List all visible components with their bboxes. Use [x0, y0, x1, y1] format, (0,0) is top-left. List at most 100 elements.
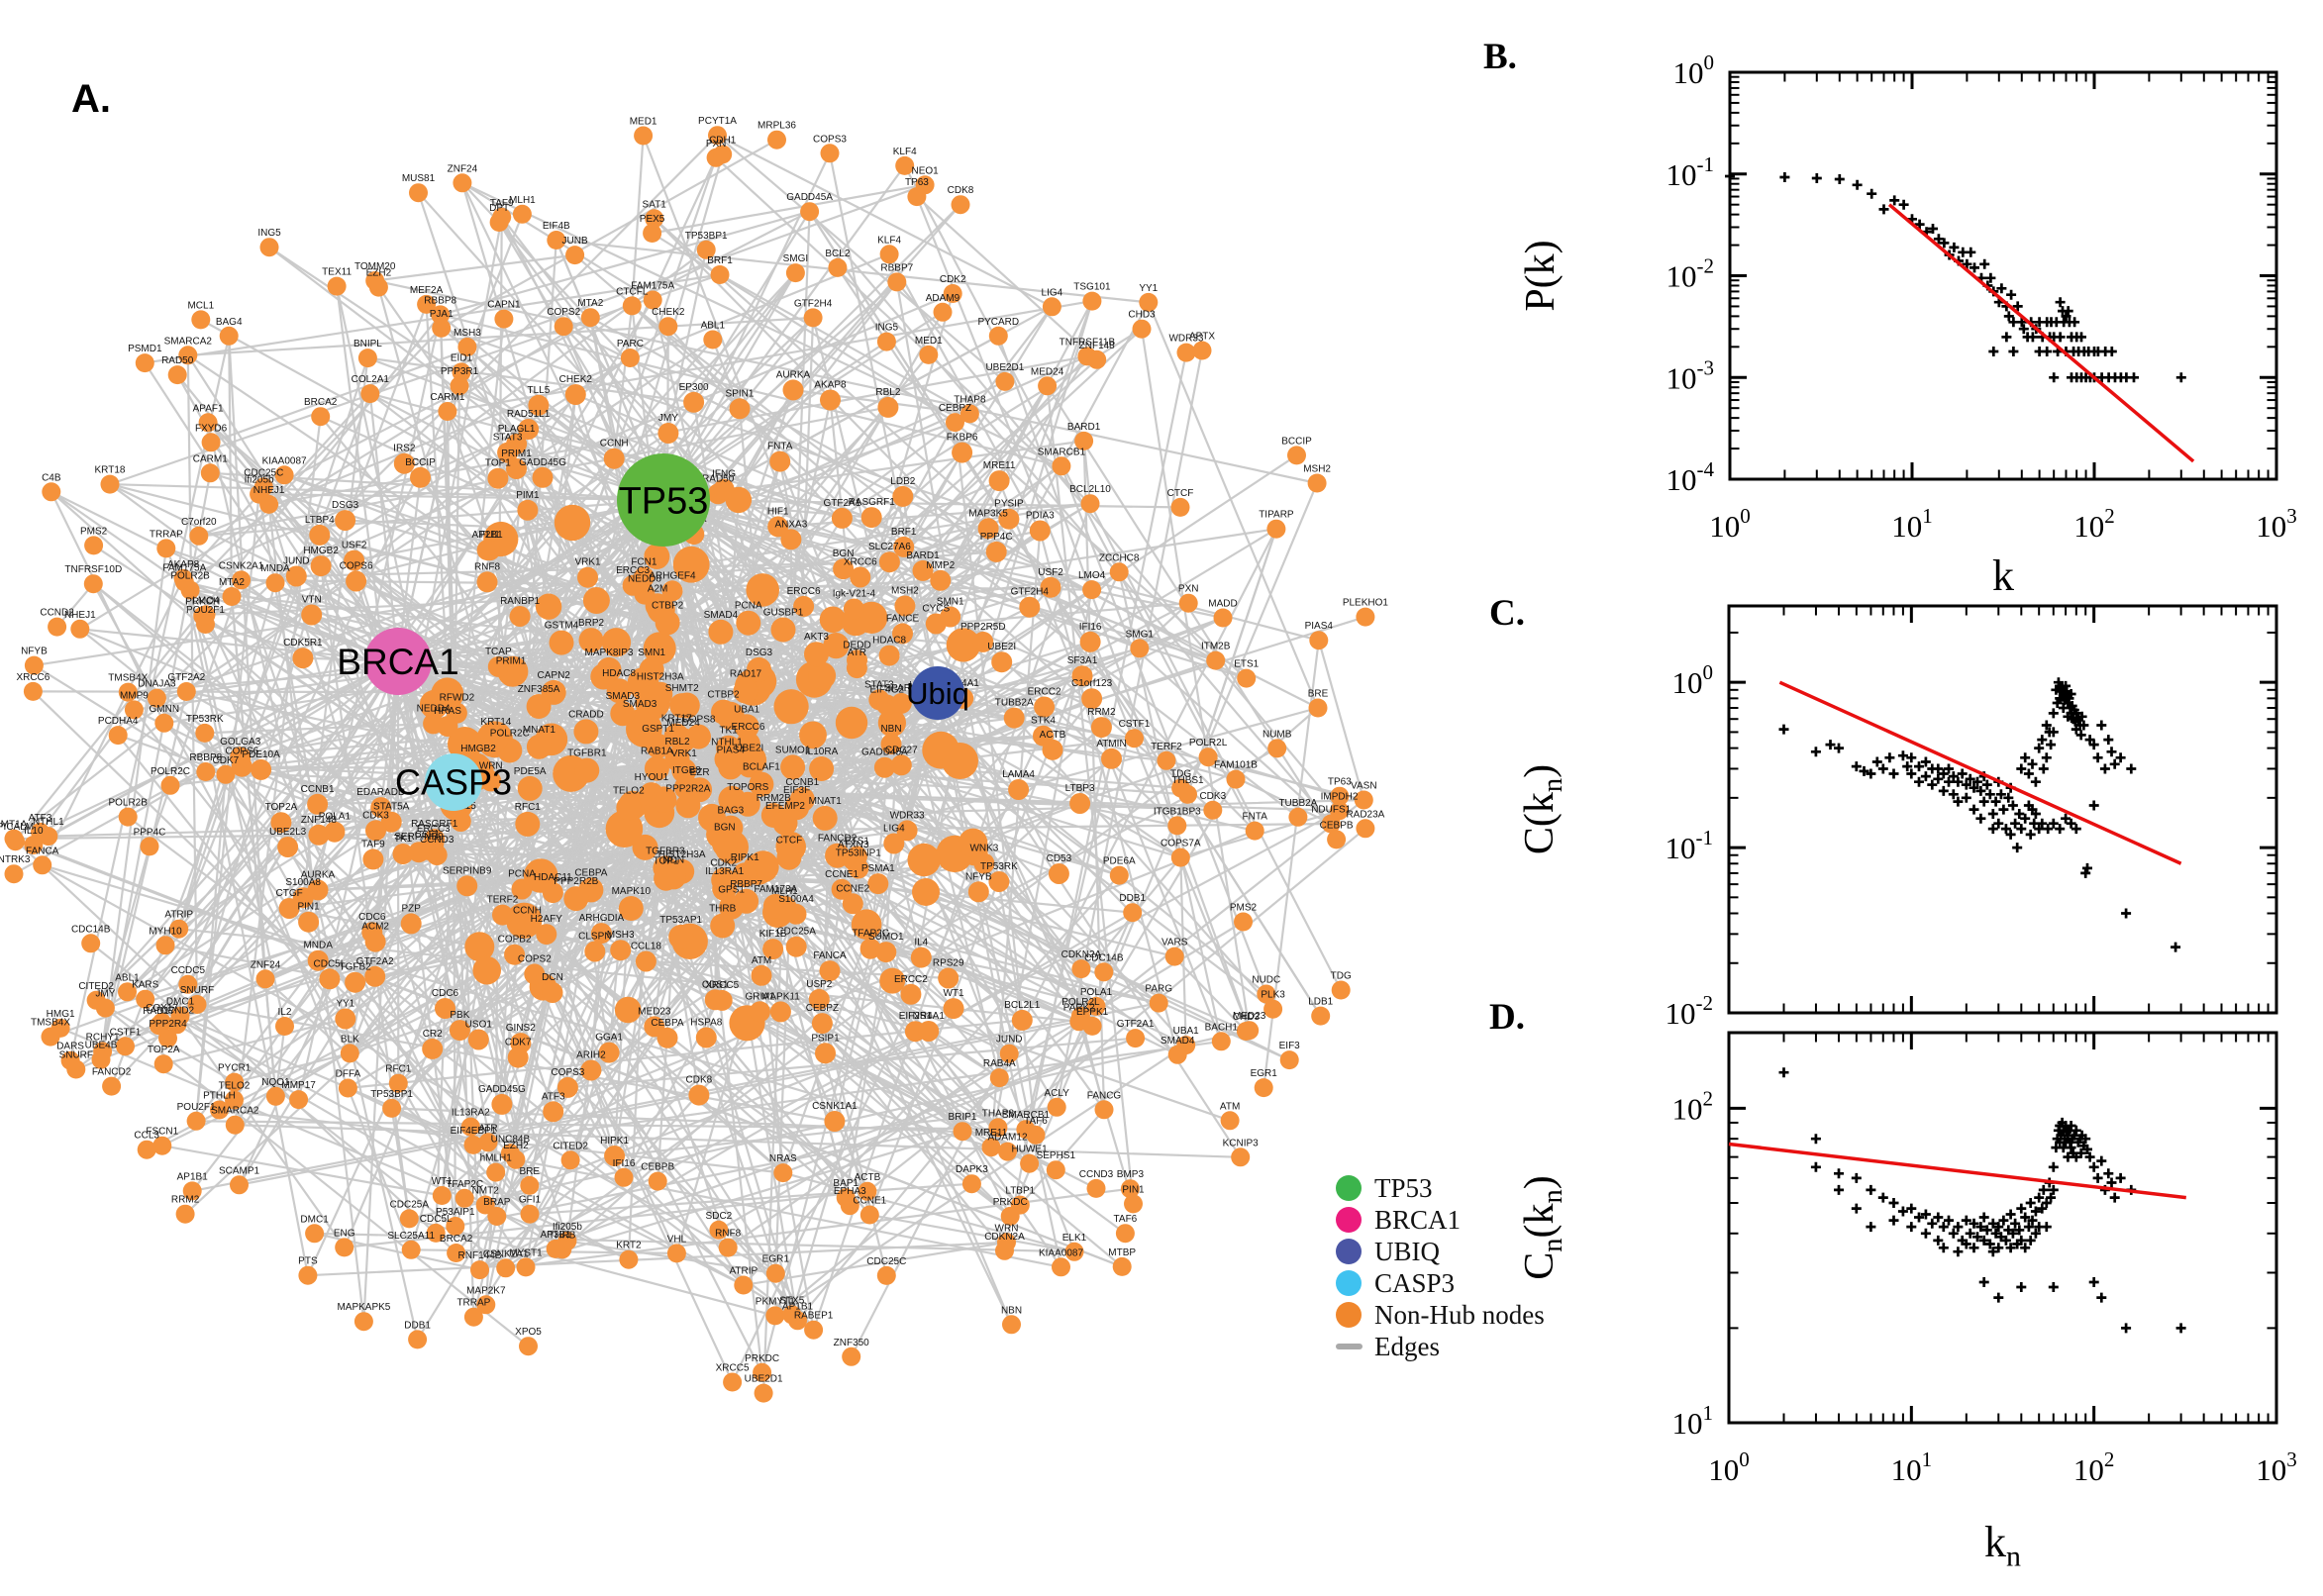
network-node: [788, 1311, 807, 1331]
network-node-label: RBBP8: [189, 752, 222, 763]
network-node-label: CTCF: [1167, 488, 1194, 499]
network-node-label: JMY: [95, 989, 115, 1000]
network-node-label: CDC6: [358, 912, 386, 923]
network-node-label: HIST2H3A: [637, 672, 684, 683]
network-node-label: FANCA: [26, 846, 59, 856]
network-node-label: APTX: [1189, 332, 1215, 343]
network-node-label: SAT1: [643, 199, 667, 210]
network-edge: [781, 1171, 1076, 1253]
network-node-label: KRT18: [95, 465, 126, 476]
network-node: [483, 727, 509, 751]
y-tick-label: 10-2: [1666, 254, 1715, 294]
network-node: [1052, 1257, 1070, 1277]
network-node: [1071, 959, 1091, 979]
network-node: [251, 758, 272, 780]
network-node-label: GADD45A: [861, 748, 908, 758]
network-node: [1266, 519, 1286, 539]
y-axis-title: Cn(kn): [1517, 1175, 1568, 1280]
network-node: [686, 724, 711, 749]
network-node: [972, 631, 994, 652]
network-edge: [233, 1051, 352, 1084]
network-node-label: DAPK3: [956, 1164, 988, 1175]
network-node-label: PIM1: [516, 490, 540, 501]
network-node-label: FSCN1: [146, 1127, 178, 1138]
network-node: [900, 983, 922, 1005]
network-node: [464, 932, 495, 962]
network-node-label: BNIPL: [354, 339, 382, 349]
network-node: [875, 942, 897, 963]
network-node-label: IL4: [914, 938, 928, 948]
network-node: [634, 126, 654, 146]
y-tick-label: 10-2: [1666, 991, 1714, 1031]
network-node: [820, 144, 840, 163]
network-node-label: PZP: [401, 903, 421, 914]
network-node: [785, 936, 807, 957]
network-node-label: TCAP: [485, 647, 512, 657]
network-node-label: KIAA0087: [1039, 1247, 1083, 1258]
network-node: [524, 963, 546, 985]
network-node-label: CCNH: [513, 905, 542, 916]
network-node: [985, 541, 1007, 562]
network-node: [1267, 739, 1287, 758]
network-node: [580, 308, 600, 328]
network-node-label: ATRIP: [729, 1266, 758, 1277]
network-node: [713, 145, 733, 164]
network-node: [873, 756, 895, 778]
network-node: [1327, 830, 1347, 849]
network-node: [472, 955, 502, 985]
plot-C: 100 10-1 10-2 C(kn): [1517, 604, 2278, 1031]
network-node: [470, 1260, 489, 1280]
network-node: [892, 623, 913, 645]
network-node-label: PIN1: [297, 902, 320, 913]
network-node: [1046, 1160, 1065, 1180]
network-node: [930, 569, 952, 591]
network-node: [1257, 984, 1276, 1004]
network-node: [225, 1072, 245, 1092]
network-node: [196, 762, 216, 781]
network-node-label: EIF3F: [783, 785, 810, 796]
network-node-label: RBBP7: [730, 879, 762, 890]
network-node-label: NTHL1: [711, 737, 743, 748]
network-node-label: NR4A1: [948, 678, 980, 689]
network-node: [878, 645, 900, 666]
network-node: [1157, 750, 1176, 770]
network-node-label: CTGF: [275, 888, 302, 899]
x-tick-label: 100: [1708, 1447, 1750, 1487]
network-node: [851, 909, 882, 940]
network-node-label: TERF2: [487, 895, 519, 906]
network-node-label: GOLGA3: [220, 737, 261, 748]
network-node: [812, 805, 838, 831]
network-node-label: HIF1: [767, 506, 789, 517]
network-node-label: WRN: [479, 760, 503, 771]
network-node-label: CCND3: [420, 835, 454, 846]
network-node: [769, 1001, 791, 1023]
network-node: [91, 1049, 111, 1069]
network-node-label: ATMIN: [1096, 739, 1126, 749]
network-node: [799, 721, 827, 749]
network-node: [219, 326, 239, 346]
network-node: [633, 566, 655, 588]
network-node-label: PDE6A: [1103, 856, 1136, 867]
network-edge: [177, 564, 323, 931]
network-node-label: CDK5R1: [283, 638, 323, 648]
network-node: [1082, 580, 1102, 600]
network-node: [785, 903, 807, 925]
network-node-label: ZNF24: [251, 959, 281, 970]
network-node-label: ZNF350: [834, 1338, 870, 1348]
network-node-label: SMAD3: [606, 691, 641, 702]
network-node: [603, 448, 625, 469]
network-node: [1178, 784, 1197, 804]
network-node-label: RAD17: [143, 1006, 175, 1017]
hub-node-ubiq: [911, 666, 964, 720]
network-node: [749, 771, 774, 797]
network-node: [933, 302, 953, 322]
network-node-label: COL2A1: [352, 374, 390, 385]
network-edge: [108, 483, 1127, 1235]
network-node: [1048, 863, 1069, 884]
network-node: [815, 1043, 836, 1064]
network-node-label: TERF2: [1151, 742, 1182, 752]
network-node-label: PCNA: [508, 869, 536, 880]
network-edge: [148, 578, 243, 848]
network-node-label: PPP2R2B: [554, 876, 598, 887]
network-node: [392, 844, 414, 864]
